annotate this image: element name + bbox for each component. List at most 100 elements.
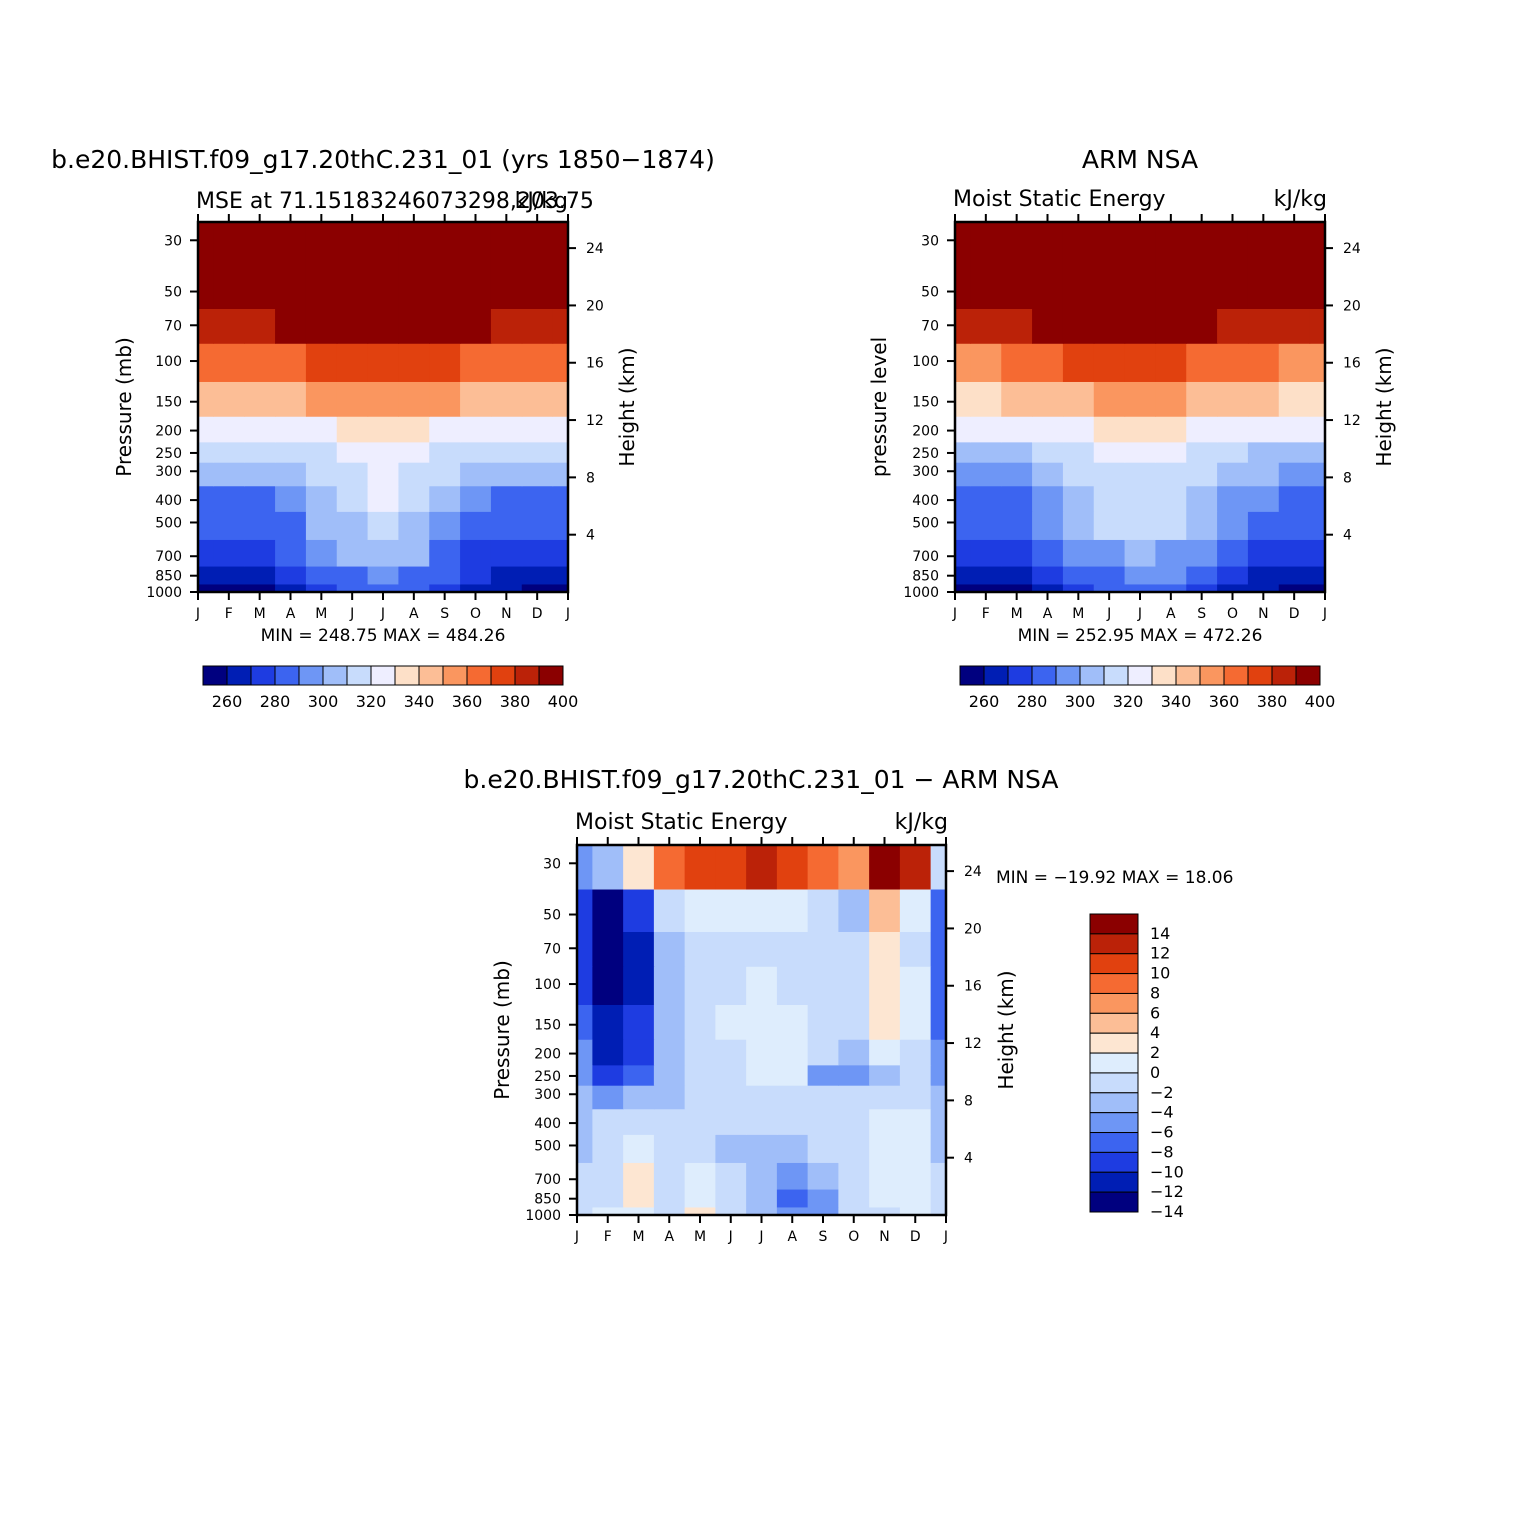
obs-xtick-label: J bbox=[1106, 606, 1111, 622]
panel-obs-units: kJ/kg bbox=[1274, 187, 1327, 212]
diff-cell bbox=[653, 931, 686, 967]
obs-cell bbox=[1186, 485, 1218, 512]
model-cell bbox=[336, 343, 369, 382]
diff-ytick-label: 300 bbox=[534, 1087, 561, 1103]
obs-cell bbox=[1155, 381, 1187, 417]
obs-cell bbox=[1217, 416, 1249, 443]
diff-cell bbox=[899, 1206, 932, 1216]
model-cell bbox=[275, 222, 307, 267]
diff-cell bbox=[869, 1206, 901, 1216]
obs-cell bbox=[1309, 343, 1326, 382]
diff-cell bbox=[577, 931, 593, 967]
diff-cell bbox=[684, 1134, 716, 1163]
diff-cell bbox=[577, 1064, 593, 1086]
diff-cell bbox=[869, 931, 901, 967]
diff-colorbar-swatch bbox=[1089, 1151, 1139, 1173]
panel-diff-units: kJ/kg bbox=[895, 810, 948, 835]
diff-cell bbox=[577, 1188, 593, 1208]
model-cell bbox=[336, 485, 369, 512]
model-colorbar-swatch bbox=[490, 665, 516, 686]
obs-cell bbox=[1186, 265, 1218, 309]
diff-cell bbox=[577, 845, 593, 890]
model-xtick-label: M bbox=[315, 606, 327, 622]
diff-cell bbox=[577, 1134, 593, 1163]
diff-cell bbox=[807, 966, 839, 1005]
diff-y2tick-label: 20 bbox=[964, 921, 982, 937]
model-ytick-label: 70 bbox=[164, 318, 182, 334]
panel-model: b.e20.BHIST.f09_g17.20thC.231_01 (yrs 18… bbox=[51, 145, 715, 711]
model-cell bbox=[398, 583, 430, 593]
diff-y2tick-label: 12 bbox=[964, 1036, 982, 1052]
obs-xtick-label: D bbox=[1289, 606, 1300, 622]
model-cell bbox=[336, 222, 369, 267]
model-colorbar-swatch bbox=[466, 665, 492, 686]
model-cell bbox=[275, 511, 307, 540]
model-ytick-label: 150 bbox=[155, 395, 182, 411]
diff-colorbar-swatch bbox=[1089, 913, 1139, 935]
diff-cell bbox=[623, 1039, 655, 1066]
diff-cell bbox=[653, 1064, 686, 1086]
model-cell bbox=[305, 416, 338, 443]
model-cell bbox=[521, 565, 554, 585]
obs-cell bbox=[1186, 565, 1218, 585]
obs-ytick-label: 200 bbox=[912, 424, 939, 440]
model-cell bbox=[275, 462, 307, 487]
diff-xtick-label: F bbox=[604, 1229, 612, 1245]
diff-cell bbox=[776, 1064, 809, 1086]
obs-cell bbox=[970, 265, 1002, 309]
diff-colorbar-label: 4 bbox=[1150, 1023, 1160, 1042]
model-ytick-label: 100 bbox=[155, 354, 182, 370]
obs-cell bbox=[1278, 511, 1311, 540]
model-cell bbox=[552, 583, 569, 593]
obs-cell bbox=[1217, 539, 1249, 567]
obs-cell bbox=[1186, 441, 1218, 463]
model-cells bbox=[198, 222, 569, 593]
obs-cell bbox=[1124, 441, 1157, 463]
model-xtick-label: A bbox=[409, 606, 419, 622]
model-cell bbox=[244, 511, 276, 540]
obs-cell bbox=[955, 511, 972, 540]
model-cell bbox=[429, 222, 461, 267]
obs-cell bbox=[1247, 511, 1280, 540]
diff-colorbar-swatch bbox=[1089, 1032, 1139, 1054]
diff-cell bbox=[869, 845, 901, 890]
diff-cell bbox=[807, 1064, 839, 1086]
panel-model-units: kJ/kg bbox=[515, 189, 568, 214]
diff-colorbar-label: −10 bbox=[1150, 1162, 1184, 1181]
model-cell bbox=[198, 308, 215, 344]
diff-cell bbox=[592, 888, 624, 932]
obs-colorbar-swatch bbox=[983, 665, 1009, 686]
model-cell bbox=[460, 441, 492, 463]
diff-colorbar-label: 14 bbox=[1150, 924, 1170, 943]
diff-cell bbox=[776, 1162, 809, 1190]
model-cell bbox=[552, 462, 569, 487]
panel-obs-colorbar: 260 280 300 320 340 360 380 400 bbox=[959, 665, 1335, 711]
diff-cell bbox=[869, 1085, 901, 1110]
obs-ytick-label: 30 bbox=[921, 233, 939, 249]
model-cell bbox=[460, 381, 492, 417]
model-colorbar-swatch bbox=[370, 665, 396, 686]
diff-cell bbox=[684, 1064, 716, 1086]
diff-cell bbox=[577, 1108, 593, 1135]
obs-ytick-label: 250 bbox=[912, 446, 939, 462]
obs-cell bbox=[1124, 583, 1157, 593]
model-cell bbox=[521, 462, 554, 487]
model-cell bbox=[367, 222, 400, 267]
model-cell bbox=[213, 343, 245, 382]
model-cell bbox=[275, 265, 307, 309]
obs-colorbar-swatch bbox=[1055, 665, 1081, 686]
obs-cell bbox=[1217, 441, 1249, 463]
obs-xtick-label: F bbox=[982, 606, 990, 622]
diff-ytick-label: 150 bbox=[534, 1018, 561, 1034]
diff-cell bbox=[869, 1064, 901, 1086]
diff-cell bbox=[807, 1085, 839, 1110]
obs-cell bbox=[1032, 462, 1064, 487]
diff-xtick-label: J bbox=[728, 1229, 733, 1245]
model-cell bbox=[367, 539, 400, 567]
diff-xtick-label: S bbox=[819, 1229, 828, 1245]
model-cell bbox=[198, 539, 215, 567]
diff-cell bbox=[930, 931, 947, 967]
diff-colorbar-label: 6 bbox=[1150, 1003, 1160, 1022]
